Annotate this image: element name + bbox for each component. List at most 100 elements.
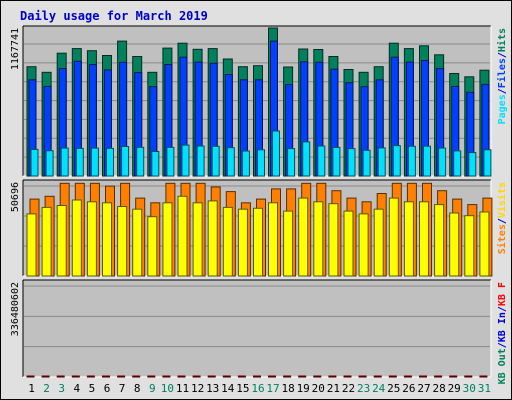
bar-visits-day-27: [419, 201, 429, 277]
x-tick-label: 24: [372, 382, 386, 395]
bar-visits-day-15: [237, 208, 248, 277]
bar-pages-day-25: [392, 145, 401, 177]
bar-kb-f-day-30: [464, 375, 473, 378]
bar-visits-day-25: [388, 197, 399, 277]
bar-pages-day-17: [272, 130, 280, 177]
legend-entry: /: [497, 218, 508, 224]
x-tick-label: 1: [28, 382, 35, 395]
legend-entry: /: [497, 342, 508, 348]
x-tick-label: 22: [342, 382, 355, 395]
x-tick-label: 18: [281, 382, 294, 395]
bar-pages-day-13: [211, 145, 220, 177]
x-tick-label: 14: [221, 382, 235, 395]
x-tick-label: 13: [206, 382, 219, 395]
x-tick-label: 2: [43, 382, 50, 395]
bar-kb-f-day-21: [328, 375, 337, 378]
bar-visits-day-23: [358, 213, 369, 277]
bar-pages-day-24: [377, 147, 386, 177]
bar-visits-day-30: [464, 215, 475, 277]
bar-pages-day-15: [241, 150, 250, 177]
bar-visits-day-16: [253, 207, 263, 277]
bar-kb-f-day-18: [283, 375, 292, 378]
legend-entry: KB F: [497, 282, 508, 306]
bar-visits-day-26: [403, 201, 414, 277]
bar-pages-day-30: [468, 152, 477, 177]
bar-visits-day-22: [343, 210, 354, 277]
legend-kbytes: KB Out/KB In/KB F: [497, 282, 508, 384]
bar-pages-day-18: [287, 148, 296, 177]
bar-visits-day-14: [222, 206, 233, 277]
bar-pages-day-21: [332, 146, 341, 177]
bar-pages-day-3: [60, 147, 69, 177]
bar-kb-f-day-6: [102, 375, 110, 378]
bar-visits-day-19: [298, 197, 309, 277]
legend-hits: Pages/Files/Hits: [496, 28, 508, 124]
x-tick-label: 15: [236, 382, 249, 395]
bar-kb-f-day-3: [56, 375, 65, 378]
bar-pages-day-7: [121, 146, 130, 177]
bar-kb-f-day-2: [41, 375, 50, 378]
x-tick-label: 5: [89, 382, 96, 395]
bar-pages-day-20: [317, 145, 326, 177]
x-tick-label: 21: [327, 382, 340, 395]
bar-pages-day-4: [75, 147, 84, 177]
bar-pages-day-2: [45, 150, 54, 177]
panel-hits: 1167741 Pages/Files/Hits: [10, 25, 508, 177]
bar-pages-day-6: [106, 147, 114, 177]
legend-entry: /: [497, 52, 508, 58]
bar-visits-day-28: [434, 204, 445, 277]
bar-kb-f-day-10: [162, 375, 171, 378]
bar-pages-day-22: [347, 148, 356, 177]
ymax-label-hits: 1167741: [10, 28, 21, 70]
bar-kb-f-day-25: [388, 375, 397, 378]
x-tick-label: 8: [134, 382, 141, 395]
x-tick-label: 7: [119, 382, 126, 395]
bar-visits-day-6: [102, 202, 112, 277]
bar-visits-day-1: [26, 213, 37, 277]
x-tick-label: 9: [149, 382, 156, 395]
x-tick-label: 6: [104, 382, 111, 395]
legend-entry: KB In: [497, 312, 508, 342]
bar-visits-day-24: [373, 208, 384, 277]
bar-visits-day-17: [268, 202, 278, 277]
legend-entry: Hits: [496, 28, 508, 52]
x-tick-label: 12: [191, 382, 204, 395]
ymax-label-visits: 50696: [10, 182, 21, 212]
x-tick-label: 29: [448, 382, 461, 395]
legend-entry: Sites: [496, 224, 508, 254]
chart-title: Daily usage for March 2019: [20, 9, 208, 23]
bar-kb-f-day-23: [358, 375, 367, 378]
bar-visits-day-3: [56, 205, 67, 277]
bar-visits-day-18: [283, 210, 294, 277]
bar-kb-f-day-4: [71, 375, 80, 378]
x-tick-label: 16: [251, 382, 264, 395]
bar-pages-day-9: [151, 151, 160, 177]
bar-pages-day-11: [181, 144, 190, 177]
bar-kb-f-day-20: [313, 375, 322, 378]
bar-visits-day-20: [313, 201, 324, 277]
bar-pages-day-10: [166, 146, 175, 177]
bar-visits-day-8: [132, 208, 143, 277]
x-axis-labels: 1 2 3 4 5 6 7 8 9 10 11 12 13 14 15 16 17 18 19 20 21 22 23 24 2…: [28, 382, 491, 395]
bar-kb-f-day-14: [222, 375, 231, 378]
x-tick-label: 23: [357, 382, 370, 395]
bar-kb-f-day-26: [403, 375, 412, 378]
bar-pages-day-29: [453, 150, 462, 177]
bar-visits-day-11: [177, 195, 188, 277]
bar-visits-day-31: [479, 211, 490, 277]
bar-pages-day-14: [226, 147, 235, 177]
bar-pages-day-8: [136, 146, 145, 177]
x-tick-label: 11: [176, 382, 189, 395]
x-tick-label: 30: [463, 382, 476, 395]
bar-kb-f-day-1: [26, 375, 35, 378]
ymax-label-kbytes: 336480602: [10, 282, 21, 336]
bar-pages-day-31: [483, 149, 492, 177]
x-tick-label: 31: [478, 382, 491, 395]
bar-visits-day-10: [162, 202, 173, 277]
legend-entry: Visits: [496, 182, 508, 218]
bar-pages-day-1: [30, 148, 39, 177]
bar-visits-day-13: [207, 200, 218, 277]
legend-entry: KB Out: [497, 348, 508, 384]
bar-pages-day-23: [362, 149, 371, 177]
